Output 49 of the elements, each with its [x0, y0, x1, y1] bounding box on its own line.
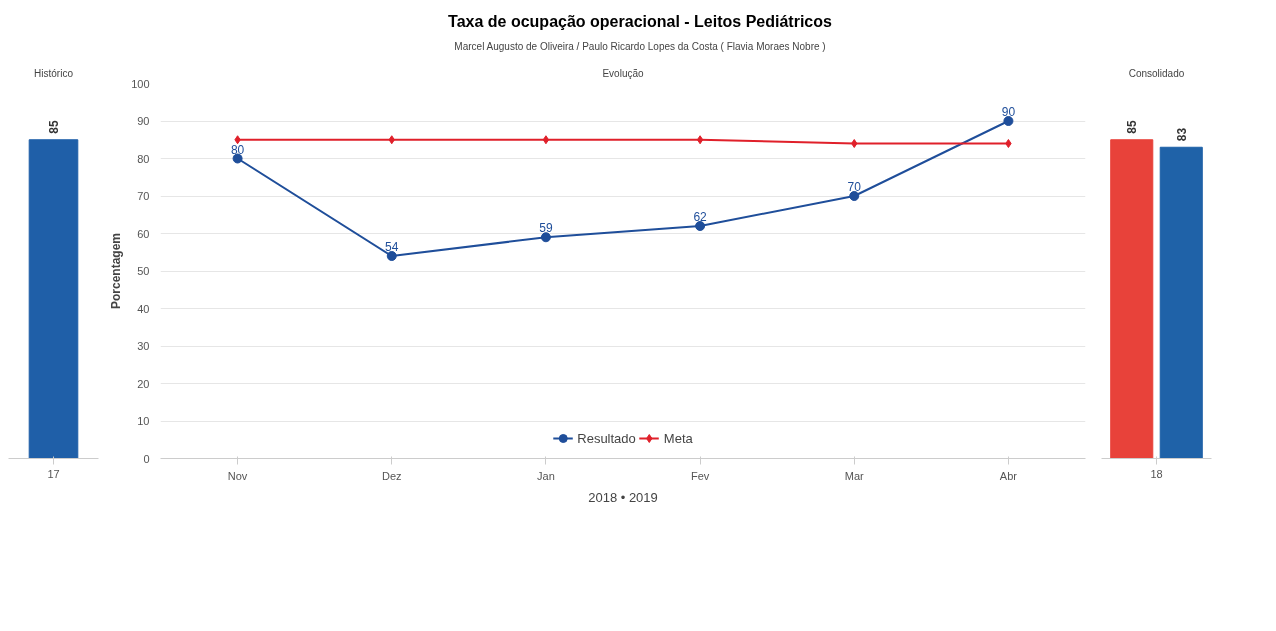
- data-label: 85: [47, 120, 61, 134]
- x-axis-title: 2018 • 2019: [588, 489, 658, 505]
- x-tick-label: Dez: [381, 469, 402, 482]
- data-label: 54: [385, 240, 399, 254]
- point: [388, 135, 395, 145]
- x-tick-label: Abr: [999, 469, 1018, 482]
- data-label: 90: [1001, 105, 1016, 119]
- text: Evolução: [602, 67, 645, 79]
- x-tick-label: 17: [47, 467, 60, 480]
- point: [1005, 139, 1012, 148]
- data-label: 85: [1125, 120, 1140, 134]
- y-tick-label: 20: [137, 377, 150, 390]
- point: [540, 232, 551, 243]
- point: [542, 135, 550, 145]
- data-label: 80: [230, 142, 245, 157]
- data-label: 70: [847, 180, 862, 194]
- y-tick-label: 100: [131, 77, 150, 90]
- data-label: 62: [693, 210, 708, 224]
- chart-title: Histórico: [34, 67, 74, 79]
- chart-title: Consolidado: [1128, 67, 1185, 79]
- data-label: 83: [1174, 127, 1189, 142]
- point: [1003, 116, 1014, 126]
- x-tick-label: Nov: [227, 469, 248, 482]
- point: [851, 139, 858, 148]
- y-tick-label: 80: [137, 152, 150, 165]
- chart-subtitle: Marcel Augusto de Oliveira / Paulo Ricardo Lopes da Costa ( Flavia Moraes Nobre ): [453, 39, 827, 54]
- y-tick-label: 70: [137, 190, 150, 202]
- y-tick-label: 40: [137, 302, 150, 315]
- y-tick-label: 90: [137, 115, 150, 127]
- legend-label: Meta: [663, 430, 693, 446]
- y-tick-label: 50: [137, 265, 150, 277]
- point: [849, 191, 860, 201]
- x-tick-label: 18: [1150, 467, 1163, 480]
- point: [232, 153, 243, 164]
- chart-title: Taxa de ocupação operacional - Leitos Pediátricos: [447, 12, 833, 32]
- y-axis-title: Porcentagem: [109, 232, 124, 310]
- y-tick-label: 10: [137, 415, 150, 427]
- x-tick-label: Fev: [690, 469, 710, 482]
- y-tick-label: 30: [137, 340, 150, 352]
- point: [234, 135, 241, 145]
- point: [695, 221, 706, 231]
- data-label: 59: [539, 221, 553, 236]
- legend-label: Resultado: [577, 430, 636, 446]
- x-tick-label: Mar: [844, 469, 865, 482]
- point: [696, 135, 704, 145]
- y-tick-label: 0: [143, 452, 150, 465]
- y-tick-label: 60: [137, 227, 150, 240]
- x-tick-label: Jan: [537, 469, 555, 482]
- point: [386, 251, 397, 261]
